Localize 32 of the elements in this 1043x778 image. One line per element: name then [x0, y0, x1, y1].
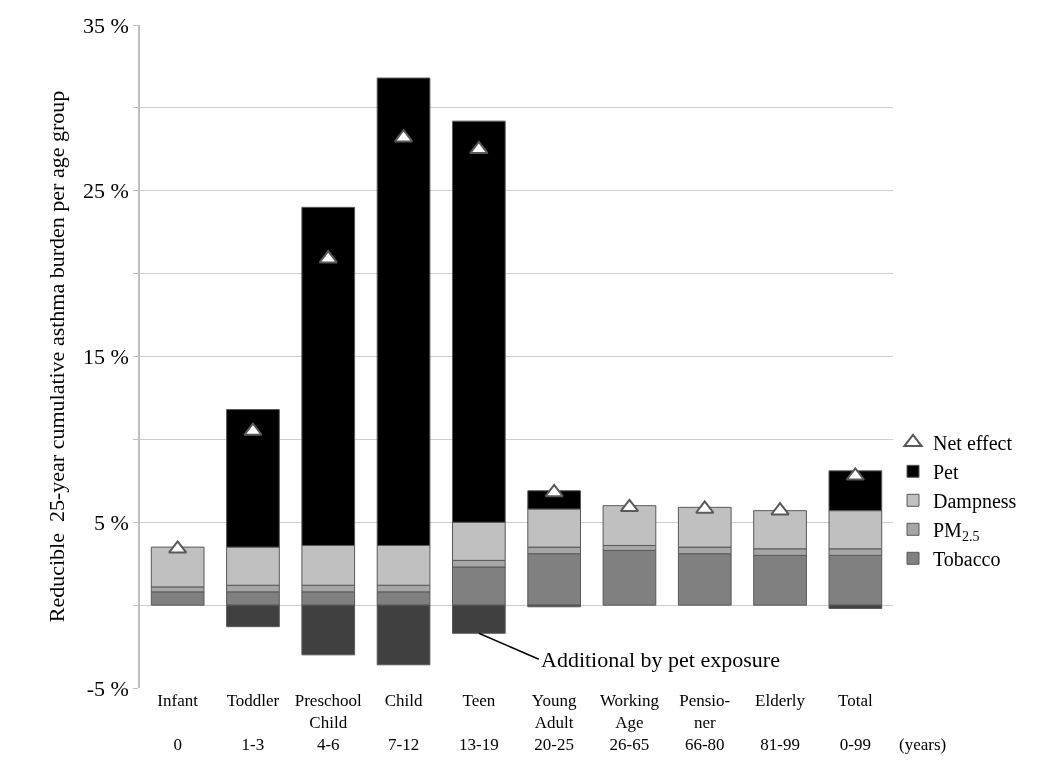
- x-tick-label: Pensio- ner 66-80: [679, 691, 731, 755]
- category-label: Toddler 1-3: [226, 691, 280, 755]
- point: [695, 500, 715, 514]
- legend-label: PM$_{2.5}$: [933, 519, 980, 545]
- y-tick-label: -5 %: [86, 675, 129, 701]
- point: [243, 422, 263, 436]
- y-tick-label: 35 %: [83, 12, 129, 38]
- category-label: Teen 13-19: [459, 691, 499, 755]
- text: (years): [899, 735, 947, 754]
- annotation: Additional by pet exposure: [541, 647, 780, 672]
- legend-label: Tobacco: [933, 548, 1001, 571]
- category-label: Elderly 81-99: [755, 691, 806, 755]
- x-tick-label: Young Adult 20-25: [531, 691, 577, 755]
- bar: [602, 549, 657, 606]
- legend-label: Dampness: [933, 490, 1017, 514]
- category-label: Child 7-12: [384, 691, 423, 755]
- bar: [150, 591, 205, 606]
- y-tick-label: 5 %: [94, 509, 129, 535]
- x-tick-label: Preschool Child 4-6: [294, 691, 363, 755]
- point: [619, 498, 640, 513]
- y-tick-label: 15 %: [83, 344, 129, 370]
- point: [770, 502, 790, 516]
- legend-label: Net effect: [933, 432, 1013, 455]
- point: [544, 483, 564, 498]
- y-tick-label: 25 %: [83, 178, 129, 204]
- point: [318, 250, 338, 264]
- y-axis-title: Reducible 25-year cumulative asthma burden per age group: [44, 90, 70, 623]
- x-tick-label: Working Age 26-65: [599, 691, 660, 755]
- legend-label: Pet: [933, 461, 959, 484]
- category-label: Total 0-99: [838, 691, 873, 755]
- category-label: Infant 0: [157, 691, 198, 755]
- point: [469, 140, 489, 155]
